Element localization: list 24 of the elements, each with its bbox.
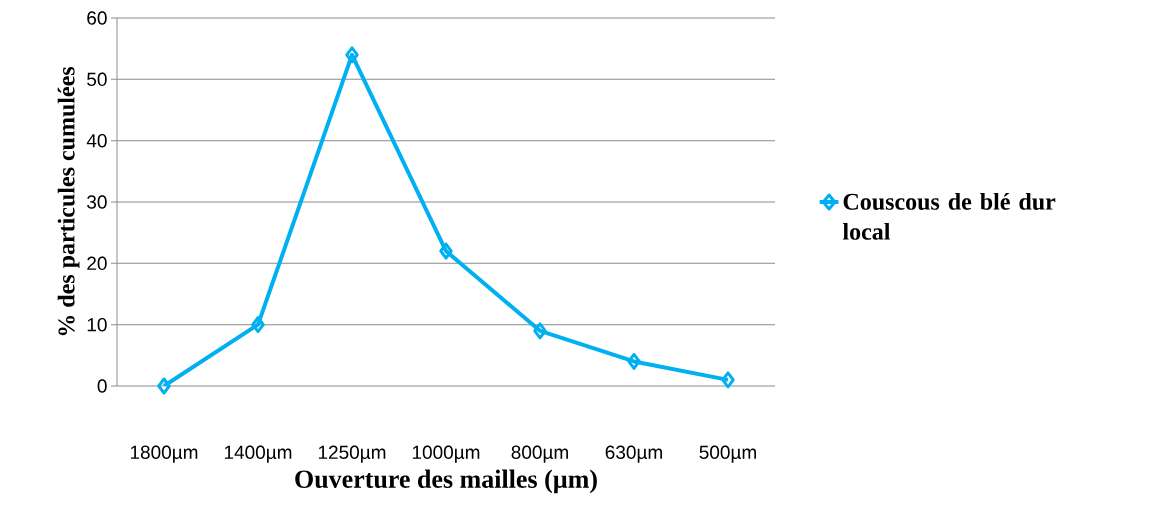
- x-tick-label: 1800µm: [130, 445, 198, 463]
- x-tick-label: 1000µm: [412, 445, 480, 463]
- point: [627, 352, 641, 370]
- point: [157, 377, 171, 395]
- y-tick-label: 10: [87, 317, 107, 332]
- y-tick-label: 0: [97, 379, 107, 393]
- point: [439, 242, 453, 260]
- point: [721, 371, 735, 389]
- y-tick-label: 60: [87, 11, 107, 25]
- y-tick-label: 20: [87, 256, 107, 271]
- x-tick-label: 500µm: [699, 445, 756, 463]
- y-axis-title: % des particules cumulées: [57, 66, 80, 336]
- point: [251, 316, 265, 334]
- x-tick-label: 1250µm: [318, 445, 386, 463]
- x-axis-title: Ouverture des mailles (µm): [295, 469, 597, 494]
- x-tick-label: 1400µm: [224, 445, 292, 463]
- x-tick-label: 800µm: [511, 445, 568, 463]
- y-tick-label: 50: [87, 72, 107, 87]
- point: [533, 322, 547, 340]
- y-tick-label: 40: [86, 133, 107, 148]
- point: [345, 46, 359, 64]
- x-tick-label: 630µm: [605, 445, 662, 463]
- legend-label: Couscous de blé dur local: [842, 192, 1056, 240]
- y-tick-label: 30: [87, 195, 107, 209]
